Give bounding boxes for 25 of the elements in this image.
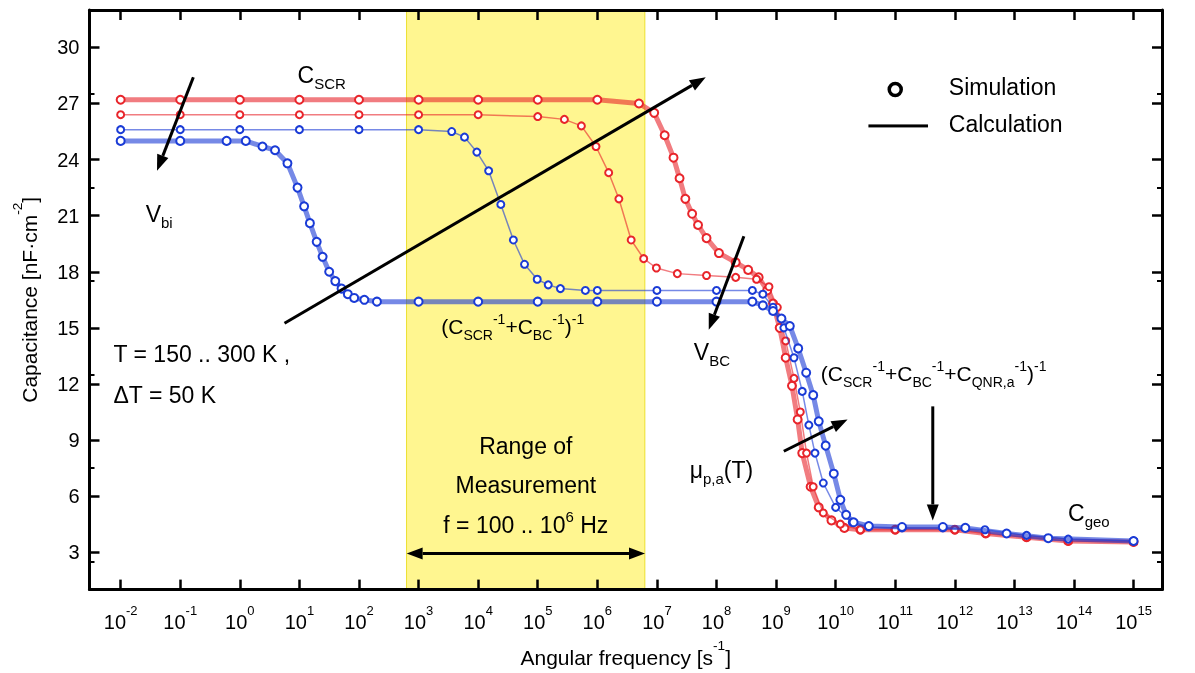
annotation: ΔT = 50 K bbox=[113, 382, 217, 409]
annotation: f = 100 .. 10$^{6}$ Hz bbox=[443, 508, 609, 539]
annotation: Simulation bbox=[948, 74, 1057, 101]
annotation: μ$_{p,a}$(T) bbox=[689, 456, 754, 488]
annotation: C$_{SCR}$ bbox=[297, 62, 347, 93]
y-tick-label: 21 bbox=[57, 204, 80, 227]
annotation: C$_{geo}$ bbox=[1068, 499, 1110, 531]
y-tick-label: 12 bbox=[57, 372, 80, 395]
y-tick-label: 3 bbox=[68, 541, 80, 564]
annotation: T = 150 .. 300 K , bbox=[113, 340, 291, 367]
annotation: Range of bbox=[479, 432, 574, 459]
annotation: Measurement bbox=[455, 471, 597, 498]
y-tick-label: 18 bbox=[57, 260, 80, 283]
annotation: V$_{BC}$ bbox=[693, 339, 731, 370]
y-tick-label: 24 bbox=[57, 148, 80, 171]
y-tick-label: 30 bbox=[57, 36, 80, 59]
annotation: (C$_{SCR}$$^{-1}$+C$_{BC}$$^{-1}$)$^{-1}$ bbox=[441, 310, 585, 343]
y-tick-label: 15 bbox=[57, 316, 80, 339]
annotation: Calculation bbox=[948, 111, 1063, 137]
y-tick-label: 9 bbox=[68, 429, 80, 452]
y-tick-label: 6 bbox=[68, 485, 80, 508]
y-tick-label: 27 bbox=[57, 92, 80, 115]
annotation: V$_{bi}$ bbox=[145, 200, 173, 232]
y-axis-title: Capacitance [nF·cm-2] bbox=[9, 196, 41, 403]
text: (C$_{SCR}$$^{-1}$+C$_{BC}$$^{-1}$+C$_{QNR,a}$$^{-1}$)$^{-1}$ bbox=[820, 357, 1047, 390]
